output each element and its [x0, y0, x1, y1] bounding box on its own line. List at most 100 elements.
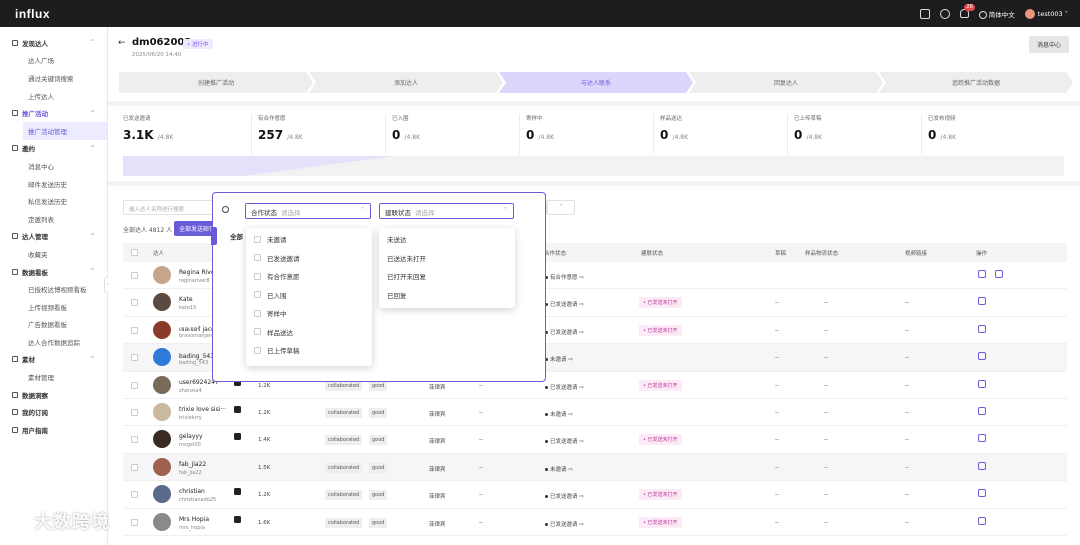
sidebar-group-5[interactable]: 素材 ^ [0, 351, 107, 369]
sidebar-group-7[interactable]: 我的订阅 [0, 403, 107, 421]
sidebar-item[interactable]: 已授权达博视频看板 [0, 280, 107, 298]
creator-name[interactable]: Regina Rivera [179, 269, 221, 276]
avatar[interactable] [153, 293, 171, 312]
sidebar-item[interactable]: 广告数据看板 [0, 316, 107, 334]
sidebar-item[interactable]: 上传达人 [0, 87, 107, 105]
avatar[interactable] [153, 348, 171, 367]
sidebar-item[interactable]: 私信发送历史 [0, 192, 107, 210]
contact-option[interactable]: 已送达未打开 [379, 249, 515, 268]
coop-option[interactable]: 已发送邀请 [246, 249, 372, 268]
contact-option[interactable]: 已打开未回复 [379, 267, 515, 286]
sidebar-group-6[interactable]: 数据洞察 [0, 386, 107, 404]
table-row[interactable]: trixie love sisi··· trixiekrry 1.2K collabo… [123, 399, 1067, 427]
sidebar-group-4[interactable]: 数据看板 ^ [0, 263, 107, 281]
coop-option[interactable]: 样品送达 [246, 323, 372, 342]
avatar[interactable] [153, 457, 171, 476]
chat-icon[interactable] [978, 324, 986, 333]
table-row[interactable]: christian christianado25 1.2K collaborated g… [123, 481, 1067, 509]
avatar[interactable] [153, 485, 171, 504]
option-checkbox[interactable] [254, 272, 261, 280]
option-checkbox[interactable] [254, 328, 261, 336]
select-all-checkbox[interactable] [131, 249, 138, 256]
chat-icon[interactable] [978, 379, 986, 388]
chat-icon[interactable] [978, 489, 986, 498]
sidebar-group-2[interactable]: 邀约 ^ [0, 140, 107, 158]
creator-name[interactable]: Kate [179, 296, 193, 304]
avatar[interactable] [153, 375, 171, 394]
chat-icon[interactable] [978, 516, 986, 525]
step-1[interactable]: 添加达人 [309, 72, 503, 93]
creator-search-input[interactable]: 输入达人名称进行搜索 [123, 200, 216, 215]
avatar[interactable] [153, 403, 171, 421]
send-all-email-button[interactable]: 全部发送邮件 [174, 221, 217, 236]
step-3[interactable]: 回复达人 [689, 72, 883, 93]
creator-name[interactable]: เจอเจอร์ jacob [179, 325, 219, 333]
coop-status-select[interactable]: 合作状态 请选择 ˅ [245, 203, 371, 219]
step-0[interactable]: 创建推广活动 [119, 72, 313, 93]
chat-icon[interactable] [978, 407, 986, 415]
tab-all[interactable]: 全部 [230, 233, 243, 241]
sidebar-group-1[interactable]: 推广活动 ^ [0, 104, 107, 122]
option-checkbox[interactable] [254, 309, 261, 317]
row-checkbox[interactable] [131, 463, 138, 471]
sidebar-item[interactable]: 通过关键词搜索 [0, 69, 107, 87]
avatar[interactable] [153, 266, 171, 284]
creator-name[interactable]: trixie love sisi··· [179, 406, 227, 413]
sidebar-item[interactable]: 达人广场 [0, 52, 107, 70]
sidebar-group-8[interactable]: 用户指南 [0, 421, 107, 439]
row-checkbox[interactable] [131, 491, 138, 499]
sidebar-group-3[interactable]: 达人管理 ^ [0, 228, 107, 246]
table-row[interactable]: gelayyy mxgel00 1.4K collaborated good 菲律宾 -- 已… [123, 426, 1067, 454]
table-row[interactable]: fab_jia22 fab_jia22 1.5K collaborated good 菲律… [123, 453, 1067, 482]
creator-name[interactable]: bading_543 หมูหิน [179, 353, 232, 361]
row-checkbox[interactable] [131, 272, 138, 279]
option-checkbox[interactable] [254, 254, 261, 262]
sidebar-item[interactable]: 素材管理 [0, 368, 107, 386]
creator-name[interactable]: user6924247 [179, 378, 219, 386]
sidebar-item[interactable]: 邮件发送历史 [0, 175, 107, 193]
sidebar-group-0[interactable]: 发现达人 ^ [0, 34, 107, 52]
back-arrow-icon[interactable]: ← [118, 38, 126, 48]
option-checkbox[interactable] [254, 346, 261, 354]
table-row[interactable]: user6924247 zhenxia4 1.2K collaborated good 菲… [123, 372, 1067, 399]
sidebar-item[interactable]: 推广活动管理 [23, 121, 107, 140]
user-menu[interactable]: test003 ˅ [1024, 8, 1068, 19]
avatar[interactable] [153, 320, 171, 339]
creator-name[interactable]: Mrs Hopia [179, 515, 210, 523]
sidebar-item[interactable]: 上传视频看板 [0, 298, 107, 316]
creator-name[interactable]: gelayyy [179, 433, 203, 441]
step-4[interactable]: 追踪推广活动数据 [879, 72, 1073, 93]
sidebar-item[interactable]: 定邀列表 [0, 210, 107, 228]
row-checkbox[interactable] [131, 299, 138, 307]
tag-dropdown[interactable]: ˅ [547, 200, 575, 215]
coop-option[interactable]: 已入围 [246, 286, 372, 305]
step-2[interactable]: 与达人联系 [499, 72, 693, 93]
table-row[interactable]: Mrs Hopia mrs_hopia 1.6K collaborated good 菲律… [123, 509, 1067, 536]
box-icon[interactable] [995, 270, 1003, 278]
option-checkbox[interactable] [254, 235, 261, 243]
coop-option[interactable]: 已上传草稿 [246, 341, 372, 360]
chat-icon[interactable] [978, 352, 986, 361]
search-icon[interactable] [222, 206, 229, 213]
headset-icon[interactable] [939, 8, 950, 19]
row-checkbox[interactable] [131, 326, 138, 334]
coop-option[interactable]: 寄样中 [246, 304, 372, 323]
chat-icon[interactable] [978, 297, 986, 306]
chat-icon[interactable] [978, 434, 986, 443]
row-checkbox[interactable] [131, 518, 138, 526]
avatar[interactable] [153, 430, 171, 449]
sidebar-item[interactable]: 收藏夹 [0, 245, 107, 263]
row-checkbox[interactable] [131, 436, 138, 444]
avatar[interactable] [153, 512, 171, 531]
contact-status-select[interactable]: 建联状态 请选择 ˅ [379, 203, 514, 219]
coop-option[interactable]: 未邀请 [246, 230, 372, 249]
row-checkbox[interactable] [131, 354, 138, 362]
chat-icon[interactable] [978, 270, 986, 278]
contact-option[interactable]: 已回复 [379, 286, 515, 305]
creator-name[interactable]: christian [179, 488, 205, 496]
app-logo[interactable]: influx [15, 6, 50, 21]
message-center-button[interactable]: 消息中心 [1028, 36, 1069, 53]
chat-icon[interactable] [978, 461, 986, 470]
sidebar-item[interactable]: 达人合作数据追踪 [0, 333, 107, 351]
contact-option[interactable]: 未送达 [379, 230, 515, 249]
